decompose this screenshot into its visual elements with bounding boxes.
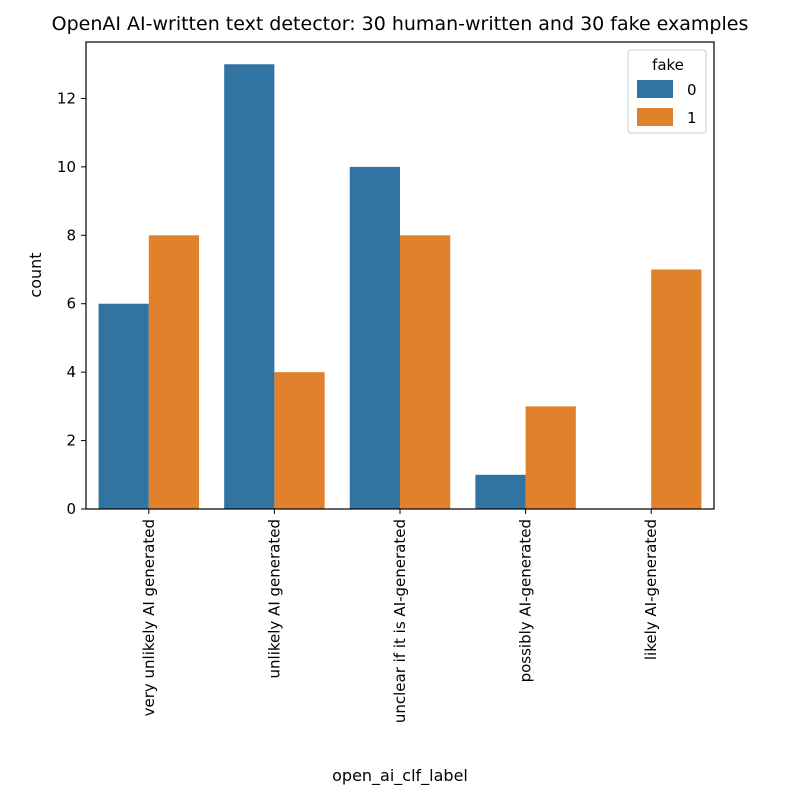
bar-1-series-1 <box>274 372 325 509</box>
legend-swatch-0 <box>637 80 673 98</box>
x-axis-title: open_ai_clf_label <box>332 766 468 786</box>
x-axis-ticks: very unlikely AI generated unlikely AI ge… <box>140 509 660 723</box>
bars-group <box>98 64 702 510</box>
y-tick-label: 2 <box>66 432 76 450</box>
legend-label-0: 0 <box>687 81 697 99</box>
legend-swatch-1 <box>637 108 673 126</box>
y-tick-label: 0 <box>66 500 76 518</box>
bar-0-series-1 <box>148 235 200 510</box>
legend-items: 01 <box>637 80 697 127</box>
y-tick-label: 6 <box>66 295 76 313</box>
chart-title: OpenAI AI-written text detector: 30 huma… <box>52 13 749 35</box>
x-tick-label: very unlikely AI generated <box>140 519 158 716</box>
y-axis-title: count <box>26 252 45 297</box>
y-tick-label: 12 <box>57 89 76 107</box>
y-tick-label: 4 <box>66 363 76 381</box>
legend: fake 01 <box>627 49 707 134</box>
y-axis-ticks: 0 2 4 6 8 10 12 <box>57 89 86 518</box>
x-tick-label: possibly AI-generated <box>517 519 535 682</box>
legend-label-1: 1 <box>687 109 697 127</box>
legend-title: fake <box>652 56 684 74</box>
bar-3-series-0 <box>475 474 526 509</box>
bar-1-series-0 <box>224 64 275 510</box>
x-tick-label: unlikely AI generated <box>265 519 283 678</box>
y-tick-label: 10 <box>57 158 76 176</box>
bar-0-series-0 <box>98 303 149 509</box>
bar-2-series-0 <box>349 166 400 509</box>
bar-4-series-1 <box>651 269 702 509</box>
bar-2-series-1 <box>400 235 451 510</box>
x-tick-label: unclear if it is AI-generated <box>391 519 409 723</box>
x-tick-label: likely AI-generated <box>642 519 660 660</box>
y-tick-label: 8 <box>66 226 76 244</box>
plot-frame <box>85 41 715 510</box>
bar-3-series-1 <box>525 406 576 509</box>
